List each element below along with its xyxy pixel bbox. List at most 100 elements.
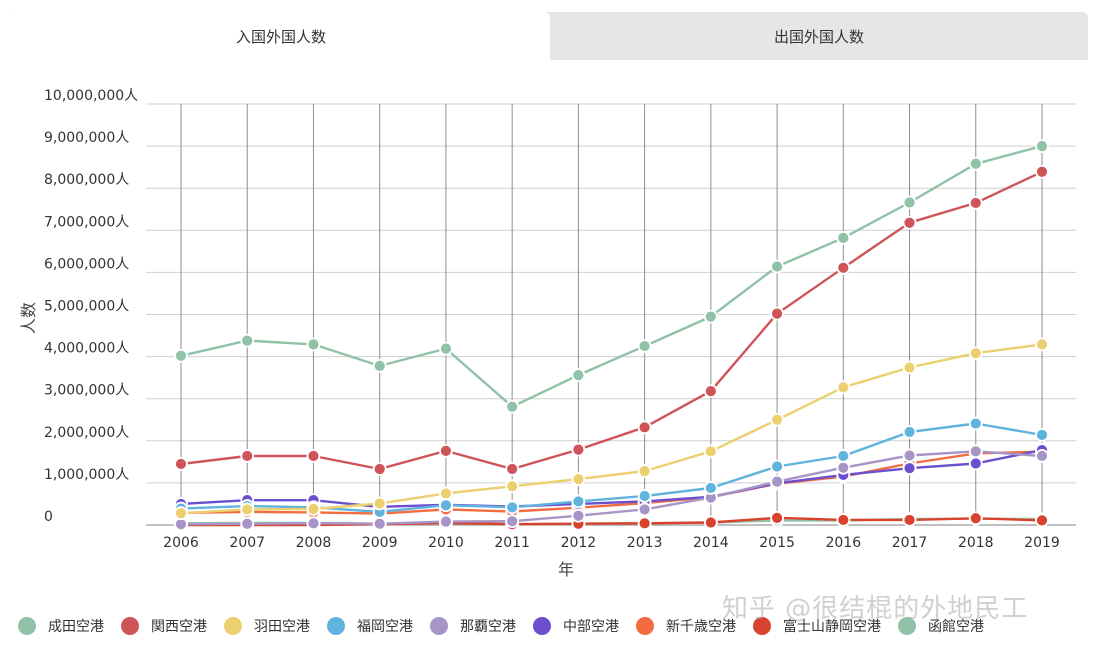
data-point-4[interactable]: [372, 516, 387, 531]
chart-legend: 成田空港 関西空港 羽田空港 福岡空港 那覇空港 中部空港 新千歳空港 富士山静岡空港 函館空港: [18, 612, 1108, 640]
data-point-5[interactable]: [968, 456, 983, 471]
data-point-4[interactable]: [505, 514, 520, 529]
data-point-1[interactable]: [372, 462, 387, 476]
x-tick-label: 2010: [428, 535, 464, 551]
data-point-2[interactable]: [1035, 337, 1049, 352]
data-point-4[interactable]: [240, 516, 255, 531]
data-point-3[interactable]: [439, 498, 453, 513]
x-axis-ticks: 2006 2007 2008 2009 2010 2011 2012 2013 2014 2015…: [163, 535, 1060, 551]
data-point-7[interactable]: [637, 516, 652, 531]
legend-item-8[interactable]: 函館空港: [898, 616, 984, 636]
data-point-4[interactable]: [1035, 449, 1049, 463]
data-point-4[interactable]: [306, 516, 321, 531]
data-point-7[interactable]: [968, 511, 983, 526]
data-point-2[interactable]: [174, 506, 188, 521]
data-point-2[interactable]: [439, 486, 453, 501]
tab-inbound-foreigners[interactable]: 入国外国人数: [12, 12, 550, 60]
data-point-0[interactable]: [836, 230, 851, 245]
data-point-0[interactable]: [571, 368, 586, 383]
data-point-1[interactable]: [505, 462, 520, 476]
data-point-2[interactable]: [902, 360, 917, 375]
x-tick-label: 2018: [958, 535, 994, 551]
x-tick-label: 2014: [693, 535, 729, 551]
data-point-0[interactable]: [372, 358, 387, 373]
data-point-5[interactable]: [902, 461, 917, 476]
legend-item-2[interactable]: 羽田空港: [224, 616, 310, 636]
data-point-3[interactable]: [836, 449, 851, 463]
series-line-1: [180, 170, 1043, 471]
data-point-1[interactable]: [306, 449, 321, 463]
data-point-1[interactable]: [968, 196, 983, 210]
data-point-7[interactable]: [1035, 513, 1049, 528]
data-point-3[interactable]: [902, 425, 917, 439]
grid: [146, 103, 1076, 526]
data-point-3[interactable]: [505, 500, 520, 515]
legend-item-3[interactable]: 福岡空港: [327, 616, 413, 636]
x-tick-label: 2008: [296, 535, 332, 551]
y-tick-label: 6,000,000人: [44, 256, 129, 272]
data-point-7[interactable]: [770, 510, 784, 525]
data-point-4[interactable]: [968, 444, 983, 459]
data-point-1[interactable]: [174, 457, 188, 471]
y-tick-label: 3,000,000人: [44, 383, 129, 399]
data-point-2[interactable]: [836, 380, 851, 395]
y-tick-label: 2,000,000人: [44, 425, 129, 441]
data-point-1[interactable]: [637, 420, 652, 435]
data-point-1[interactable]: [836, 260, 851, 275]
legend-item-6[interactable]: 新千歳空港: [636, 616, 736, 636]
legend-label: 羽田空港: [254, 619, 310, 635]
data-point-1[interactable]: [1035, 164, 1049, 179]
data-point-0[interactable]: [637, 339, 652, 353]
data-point-1[interactable]: [571, 442, 586, 457]
legend-item-1[interactable]: 関西空港: [121, 616, 207, 636]
data-point-1[interactable]: [902, 215, 917, 230]
tab-outbound-foreigners[interactable]: 出国外国人数: [550, 12, 1088, 60]
data-point-2[interactable]: [637, 464, 652, 479]
data-point-4[interactable]: [571, 508, 586, 523]
data-point-1[interactable]: [439, 444, 453, 458]
data-point-0[interactable]: [505, 399, 520, 414]
data-point-0[interactable]: [902, 195, 917, 210]
data-point-4[interactable]: [770, 474, 784, 489]
data-point-4[interactable]: [902, 448, 917, 463]
data-point-1[interactable]: [240, 449, 255, 463]
data-point-0[interactable]: [306, 337, 321, 352]
data-point-3[interactable]: [703, 481, 718, 495]
data-point-2[interactable]: [571, 472, 586, 487]
data-point-2[interactable]: [505, 479, 520, 494]
data-point-1[interactable]: [770, 306, 784, 321]
data-point-2[interactable]: [703, 444, 718, 459]
data-point-2[interactable]: [306, 502, 321, 516]
data-point-0[interactable]: [1035, 139, 1049, 153]
y-tick-label: 7,000,000人: [44, 214, 129, 230]
data-point-4[interactable]: [637, 502, 652, 517]
data-point-2[interactable]: [968, 346, 983, 361]
data-point-2[interactable]: [372, 496, 387, 511]
x-axis-label: 年: [558, 560, 574, 579]
data-point-0[interactable]: [174, 348, 188, 363]
series-lines: [180, 144, 1043, 527]
data-point-3[interactable]: [1035, 428, 1049, 442]
legend-item-4[interactable]: 那覇空港: [430, 616, 516, 636]
data-point-1[interactable]: [703, 384, 718, 399]
data-point-3[interactable]: [637, 489, 652, 503]
data-point-3[interactable]: [770, 459, 784, 474]
data-point-7[interactable]: [836, 513, 851, 527]
legend-item-0[interactable]: 成田空港: [18, 616, 104, 636]
data-point-0[interactable]: [703, 309, 718, 324]
data-point-7[interactable]: [703, 515, 718, 530]
data-point-7[interactable]: [902, 513, 917, 527]
data-point-0[interactable]: [439, 341, 453, 356]
data-point-3[interactable]: [968, 416, 983, 431]
legend-item-5[interactable]: 中部空港: [533, 616, 619, 636]
data-point-4[interactable]: [439, 514, 453, 529]
data-point-3[interactable]: [571, 494, 586, 509]
data-point-0[interactable]: [240, 333, 255, 348]
series-line-6: [180, 450, 1043, 515]
data-point-0[interactable]: [770, 259, 784, 274]
legend-item-7[interactable]: 富士山静岡空港: [753, 616, 881, 636]
data-point-2[interactable]: [240, 502, 255, 517]
data-point-0[interactable]: [968, 156, 983, 171]
data-point-2[interactable]: [770, 412, 784, 427]
data-point-4[interactable]: [836, 460, 851, 475]
